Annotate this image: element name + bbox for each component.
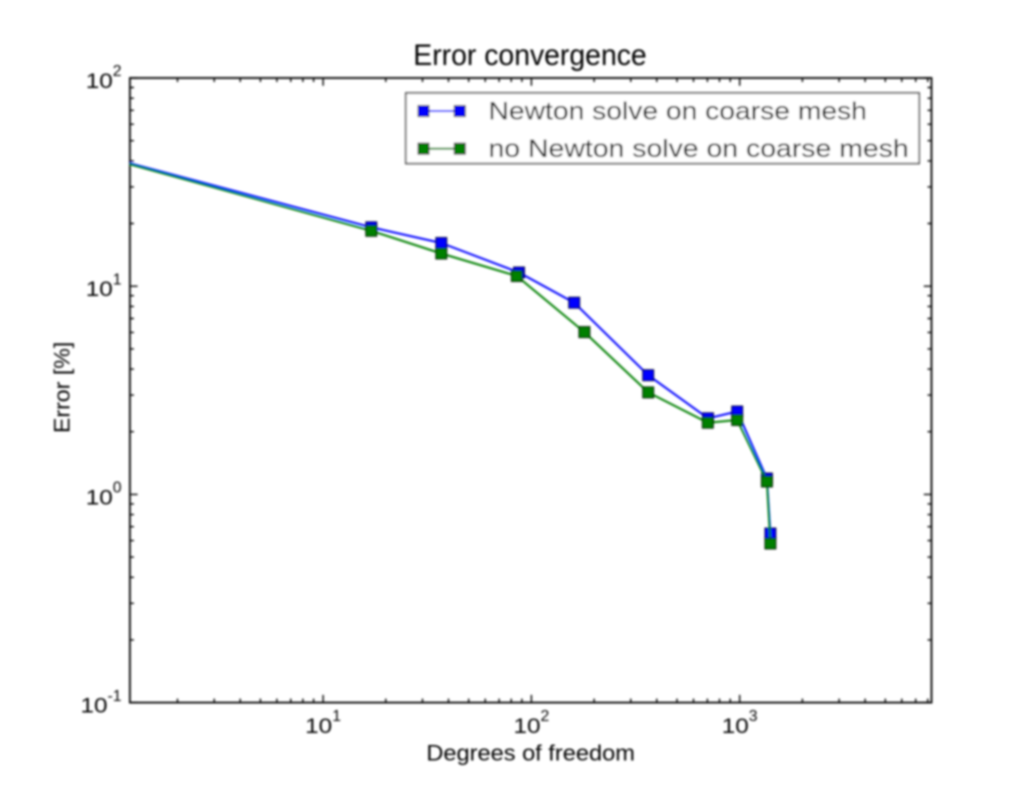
svg-text:102: 102 bbox=[514, 708, 550, 738]
svg-text:102: 102 bbox=[86, 63, 122, 93]
svg-text:10-1: 10-1 bbox=[80, 688, 121, 718]
svg-text:101: 101 bbox=[305, 708, 341, 738]
svg-text:Error convergence: Error convergence bbox=[413, 39, 646, 72]
svg-text:101: 101 bbox=[86, 271, 122, 301]
svg-text:no Newton solve on coarse mesh: no Newton solve on coarse mesh bbox=[489, 135, 909, 163]
svg-text:Degrees of freedom: Degrees of freedom bbox=[426, 741, 635, 766]
svg-text:Error [%]: Error [%] bbox=[50, 342, 75, 433]
svg-text:Newton solve on coarse mesh: Newton solve on coarse mesh bbox=[489, 98, 867, 126]
svg-text:100: 100 bbox=[86, 480, 122, 510]
svg-text:103: 103 bbox=[722, 708, 758, 738]
